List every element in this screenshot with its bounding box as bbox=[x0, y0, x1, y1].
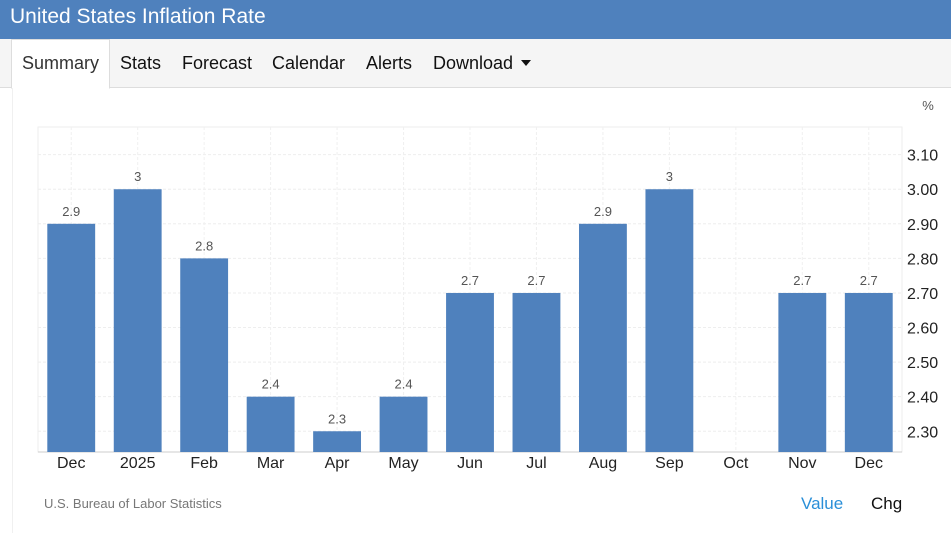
y-tick-label: 3.00 bbox=[907, 182, 938, 199]
bar-value-label: 2.9 bbox=[62, 204, 80, 219]
bar bbox=[180, 258, 229, 452]
chart-data-labels: 2.9 3 2.8 2.4 2.3 2.4 2.7 2.7 2.9 3 2.7 2.7 bbox=[62, 169, 878, 426]
chg-toggle[interactable]: Chg bbox=[871, 494, 903, 513]
x-tick-label: Nov bbox=[788, 455, 816, 472]
value-toggle[interactable]: Value bbox=[801, 494, 844, 513]
tab-download-label: Download bbox=[433, 53, 514, 73]
y-tick-label: 2.80 bbox=[907, 251, 938, 268]
title-bar: United States Inflation Rate bbox=[0, 0, 951, 39]
x-tick-label: Oct bbox=[723, 455, 748, 472]
bar-value-label: 2.7 bbox=[793, 273, 811, 288]
tab-summary[interactable]: Summary bbox=[11, 39, 111, 89]
chart-x-ticks: Dec 2025 Feb Mar Apr May Jun Jul Aug Sep Oct Nov Dec bbox=[57, 455, 883, 472]
tab-download[interactable]: Download bbox=[433, 39, 532, 88]
x-tick-label: Jun bbox=[457, 455, 483, 472]
bar-value-label: 2.8 bbox=[195, 238, 213, 253]
bar-value-label: 2.7 bbox=[527, 273, 545, 288]
bar bbox=[446, 292, 494, 452]
caret-down-icon bbox=[521, 60, 532, 67]
tab-alerts[interactable]: Alerts bbox=[366, 53, 413, 73]
tab-forecast[interactable]: Forecast bbox=[182, 53, 253, 73]
bar bbox=[379, 396, 428, 452]
x-tick-label: Dec bbox=[855, 455, 883, 472]
bar bbox=[47, 223, 96, 452]
x-tick-label: Mar bbox=[257, 455, 285, 472]
bar-value-label: 2.7 bbox=[860, 273, 878, 288]
bar bbox=[113, 189, 162, 452]
bar bbox=[844, 292, 893, 452]
chart-panel bbox=[12, 88, 951, 533]
bar bbox=[578, 223, 627, 452]
x-tick-label: Sep bbox=[655, 455, 684, 472]
y-tick-label: 2.60 bbox=[907, 321, 938, 338]
tab-bar: Summary Stats Forecast Calendar Alerts D… bbox=[0, 39, 951, 89]
x-tick-label: Apr bbox=[325, 455, 351, 472]
source-text: U.S. Bureau of Labor Statistics bbox=[44, 496, 222, 511]
y-tick-label: 2.90 bbox=[907, 217, 938, 234]
tab-stats[interactable]: Stats bbox=[120, 53, 162, 73]
bar bbox=[645, 189, 694, 452]
chart-y-ticks: 3.10 3.00 2.90 2.80 2.70 2.60 2.50 2.40 2.30 bbox=[907, 148, 938, 442]
y-tick-label: 2.30 bbox=[907, 424, 938, 441]
bar-value-label: 3 bbox=[666, 169, 673, 184]
page-title: United States Inflation Rate bbox=[10, 5, 266, 28]
x-tick-label: Dec bbox=[57, 455, 85, 472]
bar-value-label: 2.9 bbox=[594, 204, 612, 219]
x-tick-label: Aug bbox=[589, 455, 617, 472]
bar bbox=[778, 292, 827, 452]
bar bbox=[313, 431, 362, 452]
bar-value-label: 3 bbox=[134, 169, 141, 184]
y-tick-label: 2.50 bbox=[907, 355, 938, 372]
x-tick-label: Feb bbox=[190, 455, 218, 472]
y-unit-label: % bbox=[922, 98, 934, 113]
bar-value-label: 2.4 bbox=[262, 377, 280, 392]
bar-value-label: 2.7 bbox=[461, 273, 479, 288]
y-tick-label: 2.70 bbox=[907, 286, 938, 303]
bar-value-label: 2.4 bbox=[394, 377, 412, 392]
x-tick-label: Jul bbox=[526, 455, 546, 472]
x-tick-label: May bbox=[388, 455, 418, 472]
x-tick-label: 2025 bbox=[120, 455, 156, 472]
bar bbox=[512, 292, 561, 452]
chart-bars bbox=[47, 189, 893, 452]
y-tick-label: 3.10 bbox=[907, 148, 938, 165]
tab-calendar[interactable]: Calendar bbox=[272, 53, 346, 73]
y-tick-label: 2.40 bbox=[907, 390, 938, 407]
bar bbox=[246, 396, 295, 452]
bar-value-label: 2.3 bbox=[328, 411, 346, 426]
